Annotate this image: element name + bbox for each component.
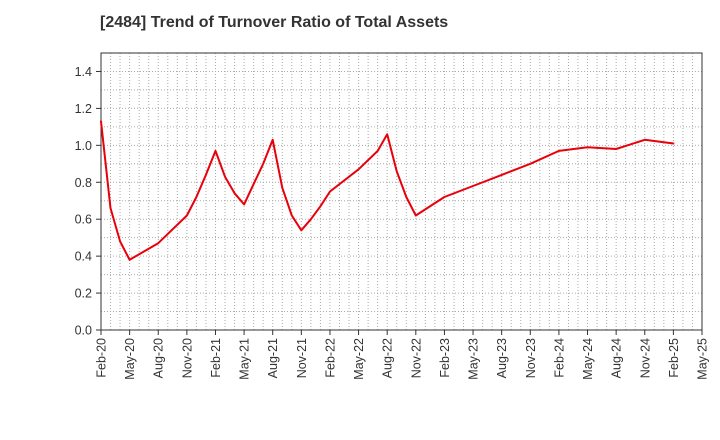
- x-tick-label: Feb-22: [323, 338, 337, 378]
- x-tick-label: Nov-23: [524, 338, 538, 378]
- x-tick-label: Aug-24: [610, 338, 624, 378]
- x-tick-label: Aug-22: [381, 338, 395, 378]
- x-tick-label: May-24: [581, 338, 595, 380]
- y-tick-label: 0.2: [75, 287, 92, 301]
- x-tick-label: May-22: [352, 338, 366, 380]
- x-tick-label: Aug-21: [266, 338, 280, 378]
- x-tick-label: Nov-20: [180, 338, 194, 378]
- x-tick-label: Feb-20: [95, 338, 109, 378]
- y-tick-label: 1.0: [75, 139, 92, 153]
- y-axis: 0.0 0.2 0.4 0.6 0.8 1.0 1.2 1.4: [75, 65, 101, 338]
- series-layer: [100, 120, 675, 261]
- x-tick-label: Feb-24: [552, 338, 566, 378]
- x-tick-label: Aug-20: [152, 338, 166, 378]
- x-tick-label: Feb-21: [209, 338, 223, 378]
- plot-area-frame: [100, 52, 703, 331]
- x-tick-label: May-21: [238, 338, 252, 380]
- x-tick-label: Nov-22: [409, 338, 423, 378]
- x-tick-label: May-25: [696, 338, 710, 380]
- chart-title: [2484] Trend of Turnover Ratio of Total …: [100, 14, 449, 31]
- y-tick-label: 0.8: [75, 176, 92, 190]
- x-tick-label: Feb-25: [667, 338, 681, 378]
- series-line: [100, 120, 675, 261]
- grid-lines: [101, 53, 702, 330]
- x-tick-label: Aug-23: [495, 338, 509, 378]
- y-tick-label: 1.2: [75, 102, 92, 116]
- x-tick-label: May-20: [123, 338, 137, 380]
- x-axis: Feb-20 May-20 Aug-20 Nov-20 Feb-21 May-21 Aug-…: [95, 330, 710, 380]
- x-tick-label: May-23: [467, 338, 481, 380]
- y-tick-label: 0.4: [75, 250, 92, 264]
- x-tick-label: Nov-24: [638, 338, 652, 378]
- y-tick-label: 1.4: [75, 65, 92, 79]
- x-tick-label: Nov-21: [295, 338, 309, 378]
- x-tick-label: Feb-23: [438, 338, 452, 378]
- y-tick-label: 0.6: [75, 213, 92, 227]
- y-tick-label: 0.0: [75, 324, 92, 338]
